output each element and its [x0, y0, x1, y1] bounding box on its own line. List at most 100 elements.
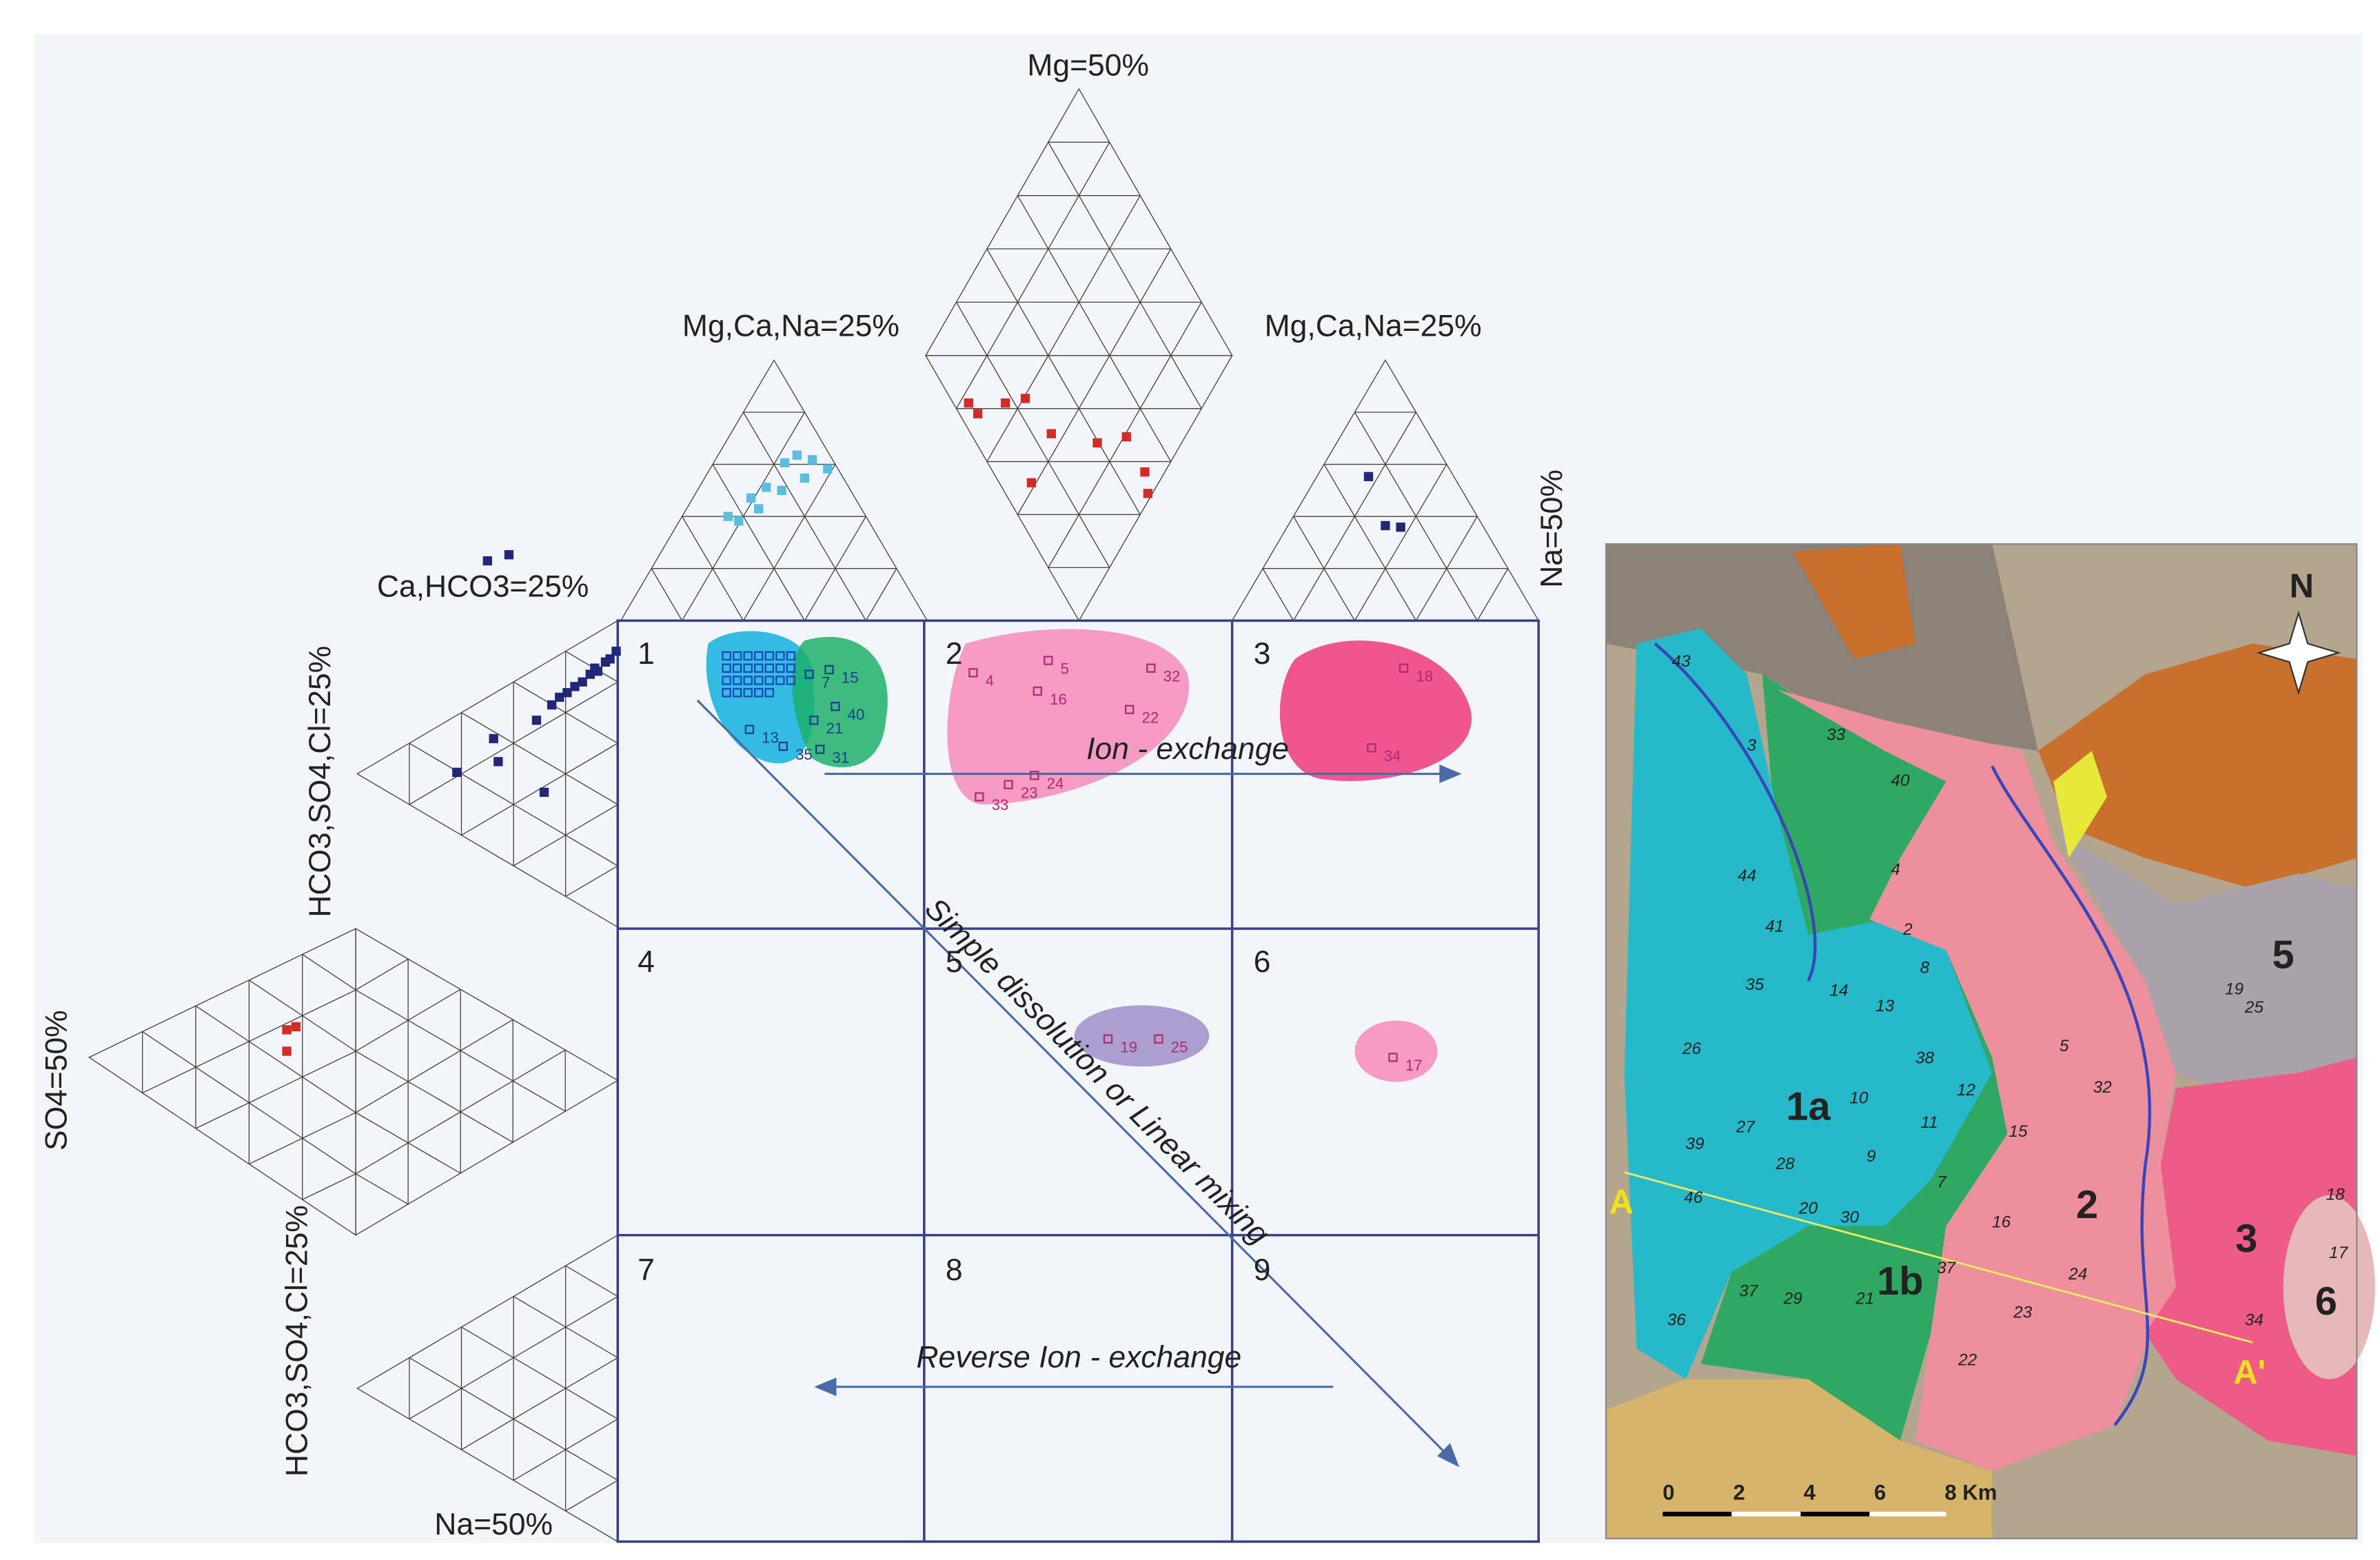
well-label: 46: [1684, 1188, 1703, 1207]
well-label: 5: [2059, 1037, 2069, 1055]
sample-point: [1363, 472, 1374, 482]
sample-point: [539, 787, 549, 797]
sample-point: [764, 651, 774, 661]
grid-line: [651, 568, 683, 621]
scale-label: 4: [1804, 1481, 1816, 1505]
sample-point: [1154, 1034, 1163, 1044]
sample-point: [1103, 1034, 1113, 1044]
well-label: 37: [1937, 1259, 1957, 1277]
grid-line: [955, 355, 988, 409]
cell-number: 3: [1254, 637, 1271, 671]
grid-line: [955, 302, 988, 356]
grid-line: [565, 1265, 618, 1297]
sample-point: [547, 700, 557, 710]
sample-point: [590, 663, 600, 673]
sample-label: 23: [1021, 784, 1038, 801]
sample-label: 19: [1120, 1038, 1137, 1055]
grid-line: [195, 1051, 356, 1129]
cell-number: 7: [638, 1253, 655, 1287]
well-label: 30: [1840, 1208, 1860, 1227]
well-label: 9: [1867, 1147, 1876, 1166]
cell-number: 5: [946, 945, 963, 979]
sample-point: [732, 663, 742, 673]
well-label: 41: [1765, 917, 1784, 935]
sample-point: [973, 409, 983, 418]
sample-point: [1367, 743, 1376, 753]
sample-label: 21: [826, 720, 844, 737]
axis-label: Mg=50%: [1027, 49, 1149, 83]
well-label: 4: [1891, 860, 1900, 879]
sample-point: [1046, 429, 1056, 438]
sample-point: [504, 550, 514, 560]
sample-point: [744, 725, 755, 734]
sample-point: [494, 757, 503, 767]
well-label: 8: [1920, 958, 1930, 977]
sample-point: [1381, 520, 1390, 531]
cell-number: 4: [638, 945, 655, 979]
sample-point: [824, 665, 834, 675]
cell-number: 9: [1254, 1253, 1271, 1287]
grid-line: [1017, 195, 1110, 356]
well-label: 34: [2245, 1311, 2264, 1330]
sample-label: 18: [1416, 667, 1433, 685]
grid-line: [1262, 568, 1294, 621]
axis-label: Mg,Ca,Na=25%: [682, 309, 899, 343]
sample-label: 13: [762, 729, 779, 746]
sample-point: [1143, 489, 1153, 498]
sample-point: [1004, 780, 1013, 789]
sample-label: 24: [1047, 775, 1064, 792]
axis-label: HCO3,SO4,Cl=25%: [281, 1205, 314, 1477]
sample-label: 17: [1405, 1057, 1423, 1074]
sample-point: [754, 676, 764, 685]
grid-line: [355, 1173, 409, 1205]
axis-label: SO4=50%: [40, 1010, 74, 1151]
sample-point: [754, 688, 764, 698]
well-label: 14: [1829, 982, 1848, 1000]
sample-point: [722, 676, 731, 685]
sample-label: 40: [848, 706, 865, 723]
well-label: 40: [1891, 771, 1910, 790]
grid-line: [1048, 141, 1172, 356]
grid-line: [712, 464, 805, 621]
well-label: 18: [2326, 1185, 2346, 1204]
well-label: 21: [1855, 1290, 1874, 1308]
grid-line: [142, 989, 356, 1094]
grid-line: [565, 1479, 618, 1512]
grid-line: [1048, 355, 1172, 568]
process-label: Ion - exchange: [1086, 732, 1289, 766]
grid-line: [195, 1005, 356, 1113]
axis-label: Na=50%: [1535, 469, 1569, 588]
grid-line: [865, 568, 897, 621]
sample-point: [1092, 438, 1102, 448]
axis-label: Mg,Ca,Na=25%: [1265, 309, 1482, 343]
well-label: 32: [2093, 1078, 2113, 1097]
sample-point: [786, 663, 796, 673]
grid-line: [1323, 464, 1416, 621]
well-label: 17: [2329, 1244, 2349, 1262]
process-arrows: [696, 699, 1462, 1468]
grid-line: [461, 1357, 618, 1450]
scale-label: 6: [1874, 1481, 1886, 1505]
cell-number: 2: [946, 637, 963, 671]
grid-line: [986, 141, 1110, 356]
scale-label: 2: [1733, 1481, 1745, 1505]
sample-label: 33: [992, 796, 1009, 813]
grid-line: [461, 712, 618, 805]
grid-line: [409, 681, 618, 805]
well-label: 36: [1667, 1311, 1687, 1330]
sample-point: [722, 651, 731, 661]
sample-point: [1388, 1053, 1398, 1062]
scale-label: 8 Km: [1944, 1481, 1997, 1505]
sample-points: [282, 394, 1409, 1062]
sample-point: [1121, 432, 1131, 442]
sample-label: 22: [1141, 709, 1159, 726]
well-label: 29: [1783, 1290, 1803, 1308]
sample-label: 15: [842, 669, 859, 687]
grid-line: [302, 953, 356, 991]
sample-label: 34: [1384, 747, 1401, 764]
sample-point: [482, 556, 492, 566]
sample-point: [1398, 663, 1409, 673]
zone-label: 3: [2235, 1217, 2257, 1261]
sample-point: [722, 688, 731, 698]
sample-point: [754, 663, 764, 673]
